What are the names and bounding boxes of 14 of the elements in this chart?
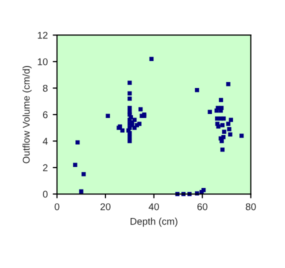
y-tick-label: 10 xyxy=(38,58,48,66)
x-tick-label: 20 xyxy=(100,203,110,210)
y-tick-label: 2 xyxy=(43,164,48,172)
x-tick-label: 40 xyxy=(148,203,159,210)
x-tick-label: 0 xyxy=(54,203,60,210)
y-tick-label: 6 xyxy=(43,111,48,118)
x-tick-label: 80 xyxy=(246,203,256,210)
y-tick-label: 8 xyxy=(42,84,48,92)
y-tick-label: 12 xyxy=(38,32,48,39)
y-axis-title: Outflow Volume (cm/d) xyxy=(22,66,32,164)
x-tick-label: 60 xyxy=(197,203,208,210)
y-tick-label: 4 xyxy=(42,138,48,145)
y-tick-label: 0 xyxy=(42,190,48,198)
x-axis-title: Depth (cm) xyxy=(130,218,178,227)
